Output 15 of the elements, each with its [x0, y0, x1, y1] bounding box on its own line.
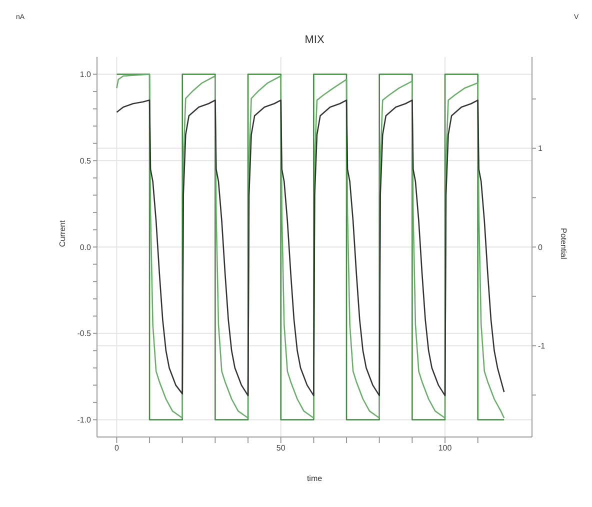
- y2-tick-label: 0: [538, 242, 543, 252]
- x-tick-label: 100: [438, 444, 452, 453]
- y-tick-label: 0.0: [80, 242, 92, 252]
- y2-tick-label: 1: [538, 144, 543, 154]
- x-tick-label: 50: [276, 444, 286, 453]
- y-tick-label: 1.0: [80, 70, 92, 80]
- y2-axis-title: Potential: [559, 228, 568, 260]
- y-tick-label: -0.5: [77, 329, 92, 338]
- y-tick-label: -1.0: [77, 416, 92, 425]
- y-tick-label: 0.5: [80, 156, 92, 166]
- x-axis-title: time: [306, 474, 322, 483]
- chart-title: MIX: [304, 34, 324, 46]
- y2-tick-label: -1: [538, 342, 546, 351]
- y-axis-title: Current: [58, 220, 67, 247]
- x-tick-label: 0: [114, 444, 120, 453]
